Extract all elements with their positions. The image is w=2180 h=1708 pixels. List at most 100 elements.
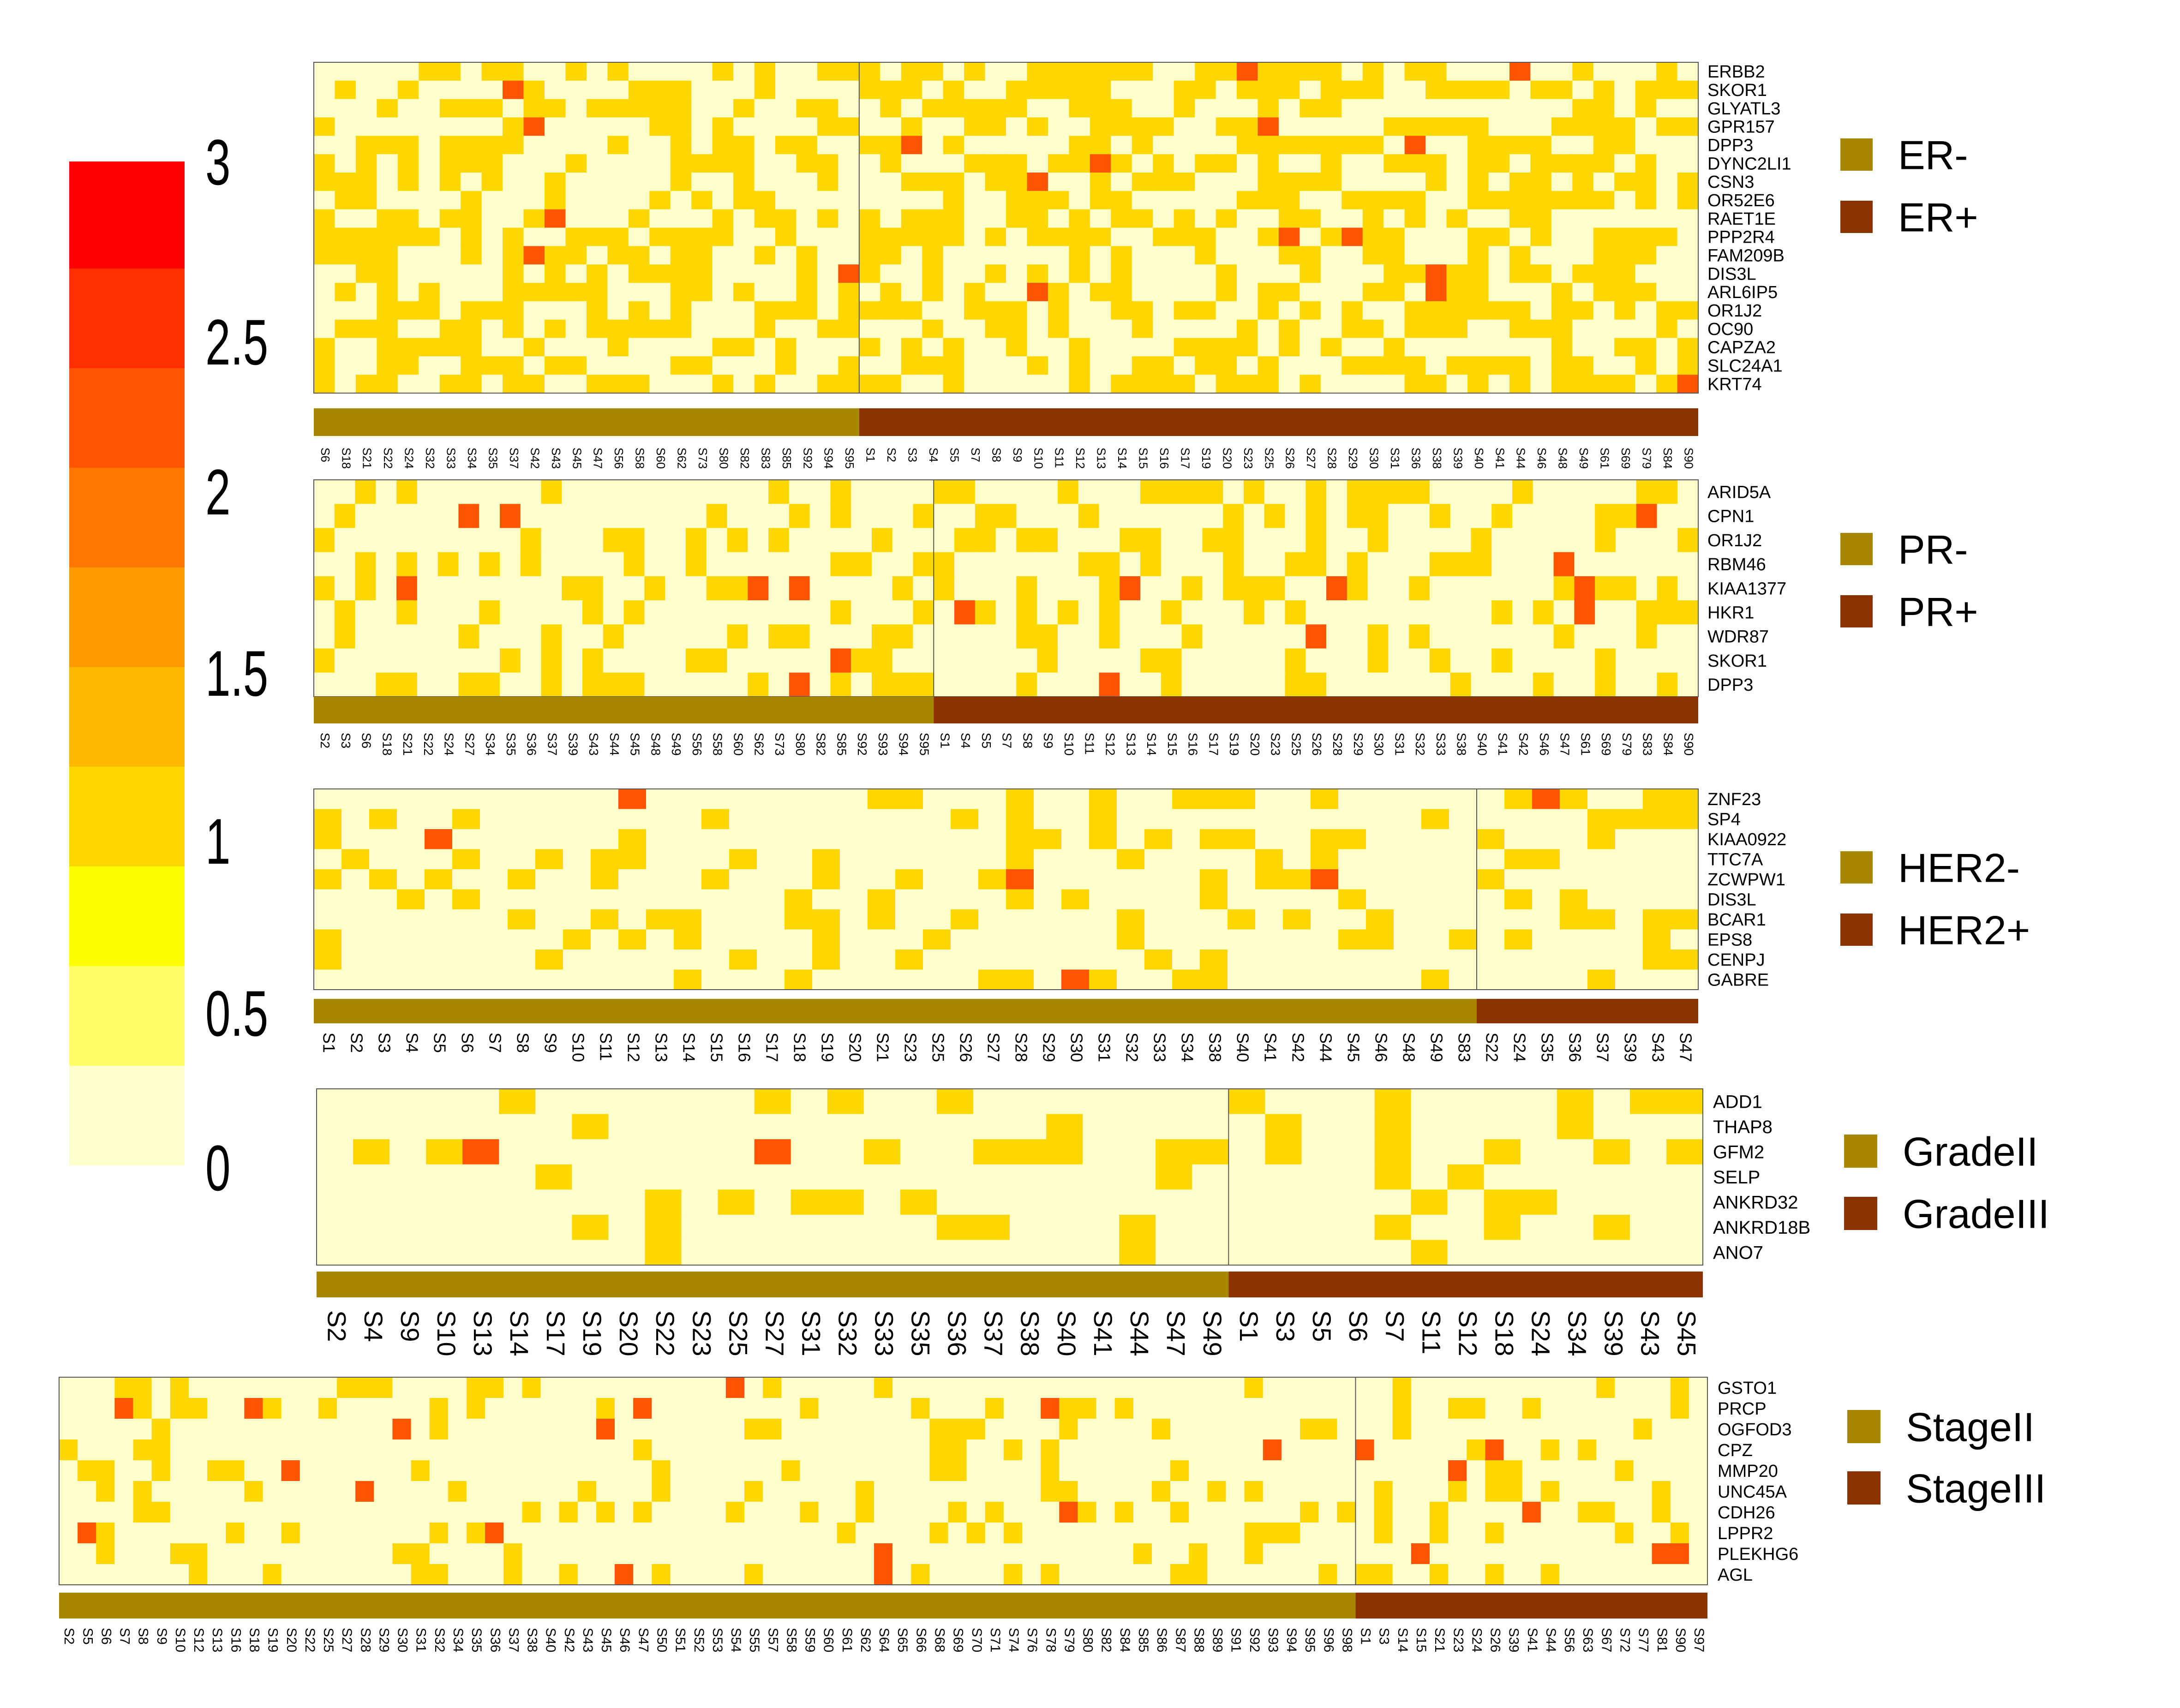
heatmap-cell — [1635, 356, 1657, 375]
heatmap-cell — [1226, 1377, 1245, 1398]
heatmap-cell — [685, 504, 707, 529]
heatmap-cell — [748, 672, 769, 697]
heatmap-cell — [503, 283, 524, 302]
legend-label: ER+ — [1898, 195, 1978, 240]
heatmap-cell — [718, 1139, 755, 1165]
heatmap-cell — [1347, 504, 1368, 529]
heatmap-cell — [1394, 889, 1422, 910]
sample-label: S23 — [1241, 448, 1255, 469]
heatmap-cell — [1614, 136, 1636, 155]
heatmap-cell — [1119, 1164, 1156, 1190]
heatmap-cell — [1509, 99, 1531, 118]
heatmap-cell — [341, 829, 370, 850]
heatmap-cell — [1342, 356, 1363, 375]
heatmap-cell — [170, 1377, 189, 1398]
heatmap-cell — [900, 1114, 937, 1140]
heatmap-cell — [1366, 909, 1394, 930]
heatmap-cell — [929, 1543, 949, 1565]
heatmap-cell — [1048, 136, 1069, 155]
heatmap-cell — [689, 1481, 708, 1502]
heatmap-cell — [1228, 1189, 1265, 1215]
heatmap-cell — [1300, 246, 1321, 265]
heatmap-cell — [59, 1564, 78, 1585]
heatmap-cell — [701, 849, 730, 870]
heatmap-cell — [1578, 1377, 1597, 1398]
gene-label: SLC24A1 — [1707, 357, 1783, 376]
heatmap-cell — [1228, 789, 1256, 810]
heatmap-cell — [874, 1398, 893, 1419]
heatmap-cell — [768, 576, 790, 601]
heatmap-cell — [789, 624, 810, 649]
heatmap-cell — [1593, 1139, 1630, 1165]
heatmap-cell — [1404, 356, 1426, 375]
heatmap-cell — [1151, 1439, 1171, 1461]
heatmap-cell — [729, 809, 757, 830]
heatmap-cell — [628, 375, 650, 394]
heatmap-cell — [1652, 1564, 1671, 1585]
heatmap-cell — [335, 227, 356, 246]
heatmap-cell — [499, 1189, 536, 1215]
heatmap-cell — [565, 209, 587, 228]
heatmap-cell — [503, 338, 524, 357]
heatmap-cell — [1636, 552, 1658, 577]
sample-label: S41 — [1496, 733, 1510, 756]
heatmap-cell — [586, 117, 608, 136]
heatmap-cell — [376, 480, 397, 504]
heatmap-cell — [1022, 1543, 1041, 1565]
heatmap-cell — [712, 227, 734, 246]
heatmap-cell — [114, 1502, 134, 1523]
heatmap-cell — [565, 246, 587, 265]
heatmap-cell — [503, 264, 524, 283]
colorbar-bin — [69, 161, 185, 269]
heatmap-cell — [1342, 117, 1363, 136]
heatmap-cell — [1096, 1502, 1115, 1523]
sample-label: S42 — [1288, 1033, 1307, 1062]
heatmap-cell — [1593, 99, 1615, 118]
heatmap-cell — [817, 264, 838, 283]
heatmap-cell — [1355, 1523, 1375, 1544]
heatmap-cell — [1446, 209, 1468, 228]
heatmap-cell — [355, 1523, 374, 1544]
heatmap-cell — [785, 869, 813, 890]
heatmap-cell — [1477, 950, 1505, 970]
heatmap-cell — [1559, 1481, 1578, 1502]
heatmap-cell — [1551, 319, 1573, 339]
sample-label: S11 — [1053, 448, 1066, 468]
heatmap-cell — [985, 1523, 1004, 1544]
heatmap-cell — [1016, 648, 1037, 673]
heatmap-cell — [1425, 301, 1447, 320]
heatmap-cell — [809, 552, 831, 577]
heatmap-cell — [1037, 648, 1058, 673]
heatmap-cell — [978, 849, 1006, 870]
heatmap-cell — [830, 552, 851, 577]
heatmap-cell — [396, 504, 418, 529]
sample-label: S34 — [450, 1628, 466, 1652]
heatmap-cell — [188, 1543, 208, 1565]
heatmap-cell — [911, 1543, 930, 1565]
heatmap-cell — [397, 356, 419, 375]
heatmap-cell — [874, 1460, 893, 1481]
heatmap-cell — [1374, 1377, 1393, 1398]
heatmap-cell — [1488, 283, 1510, 302]
heatmap-cell — [1111, 227, 1132, 246]
heatmap-cell — [586, 338, 608, 357]
sample-label: S13 — [210, 1628, 225, 1652]
heatmap-cell — [1394, 829, 1422, 850]
gene-label: RBM46 — [1707, 555, 1766, 574]
heatmap-cell — [559, 1377, 578, 1398]
heatmap-cell — [591, 909, 619, 930]
heatmap-cell — [577, 1543, 597, 1565]
heatmap-cell — [411, 1377, 430, 1398]
heatmap-cell — [812, 950, 840, 970]
heatmap-cell — [1677, 624, 1699, 649]
sample-label: S6 — [318, 448, 332, 462]
heatmap-cell — [830, 624, 851, 649]
heatmap-cell — [545, 191, 566, 210]
heatmap-cell — [1278, 264, 1300, 283]
heatmap-cell — [565, 62, 587, 81]
heatmap-cell — [800, 1398, 819, 1419]
heatmap-cell — [1429, 1481, 1449, 1502]
heatmap-cell — [1151, 1460, 1171, 1481]
sample-label: S93 — [1265, 1628, 1281, 1652]
heatmap-cell — [1027, 375, 1048, 394]
